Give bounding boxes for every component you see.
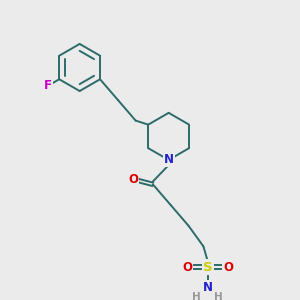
Text: O: O [224,260,233,274]
Text: H: H [214,292,223,300]
Text: O: O [182,260,192,274]
Text: S: S [203,260,212,274]
Text: F: F [44,79,52,92]
Text: O: O [128,173,138,186]
Text: H: H [192,292,201,300]
Text: N: N [203,281,213,294]
Text: N: N [164,153,174,167]
